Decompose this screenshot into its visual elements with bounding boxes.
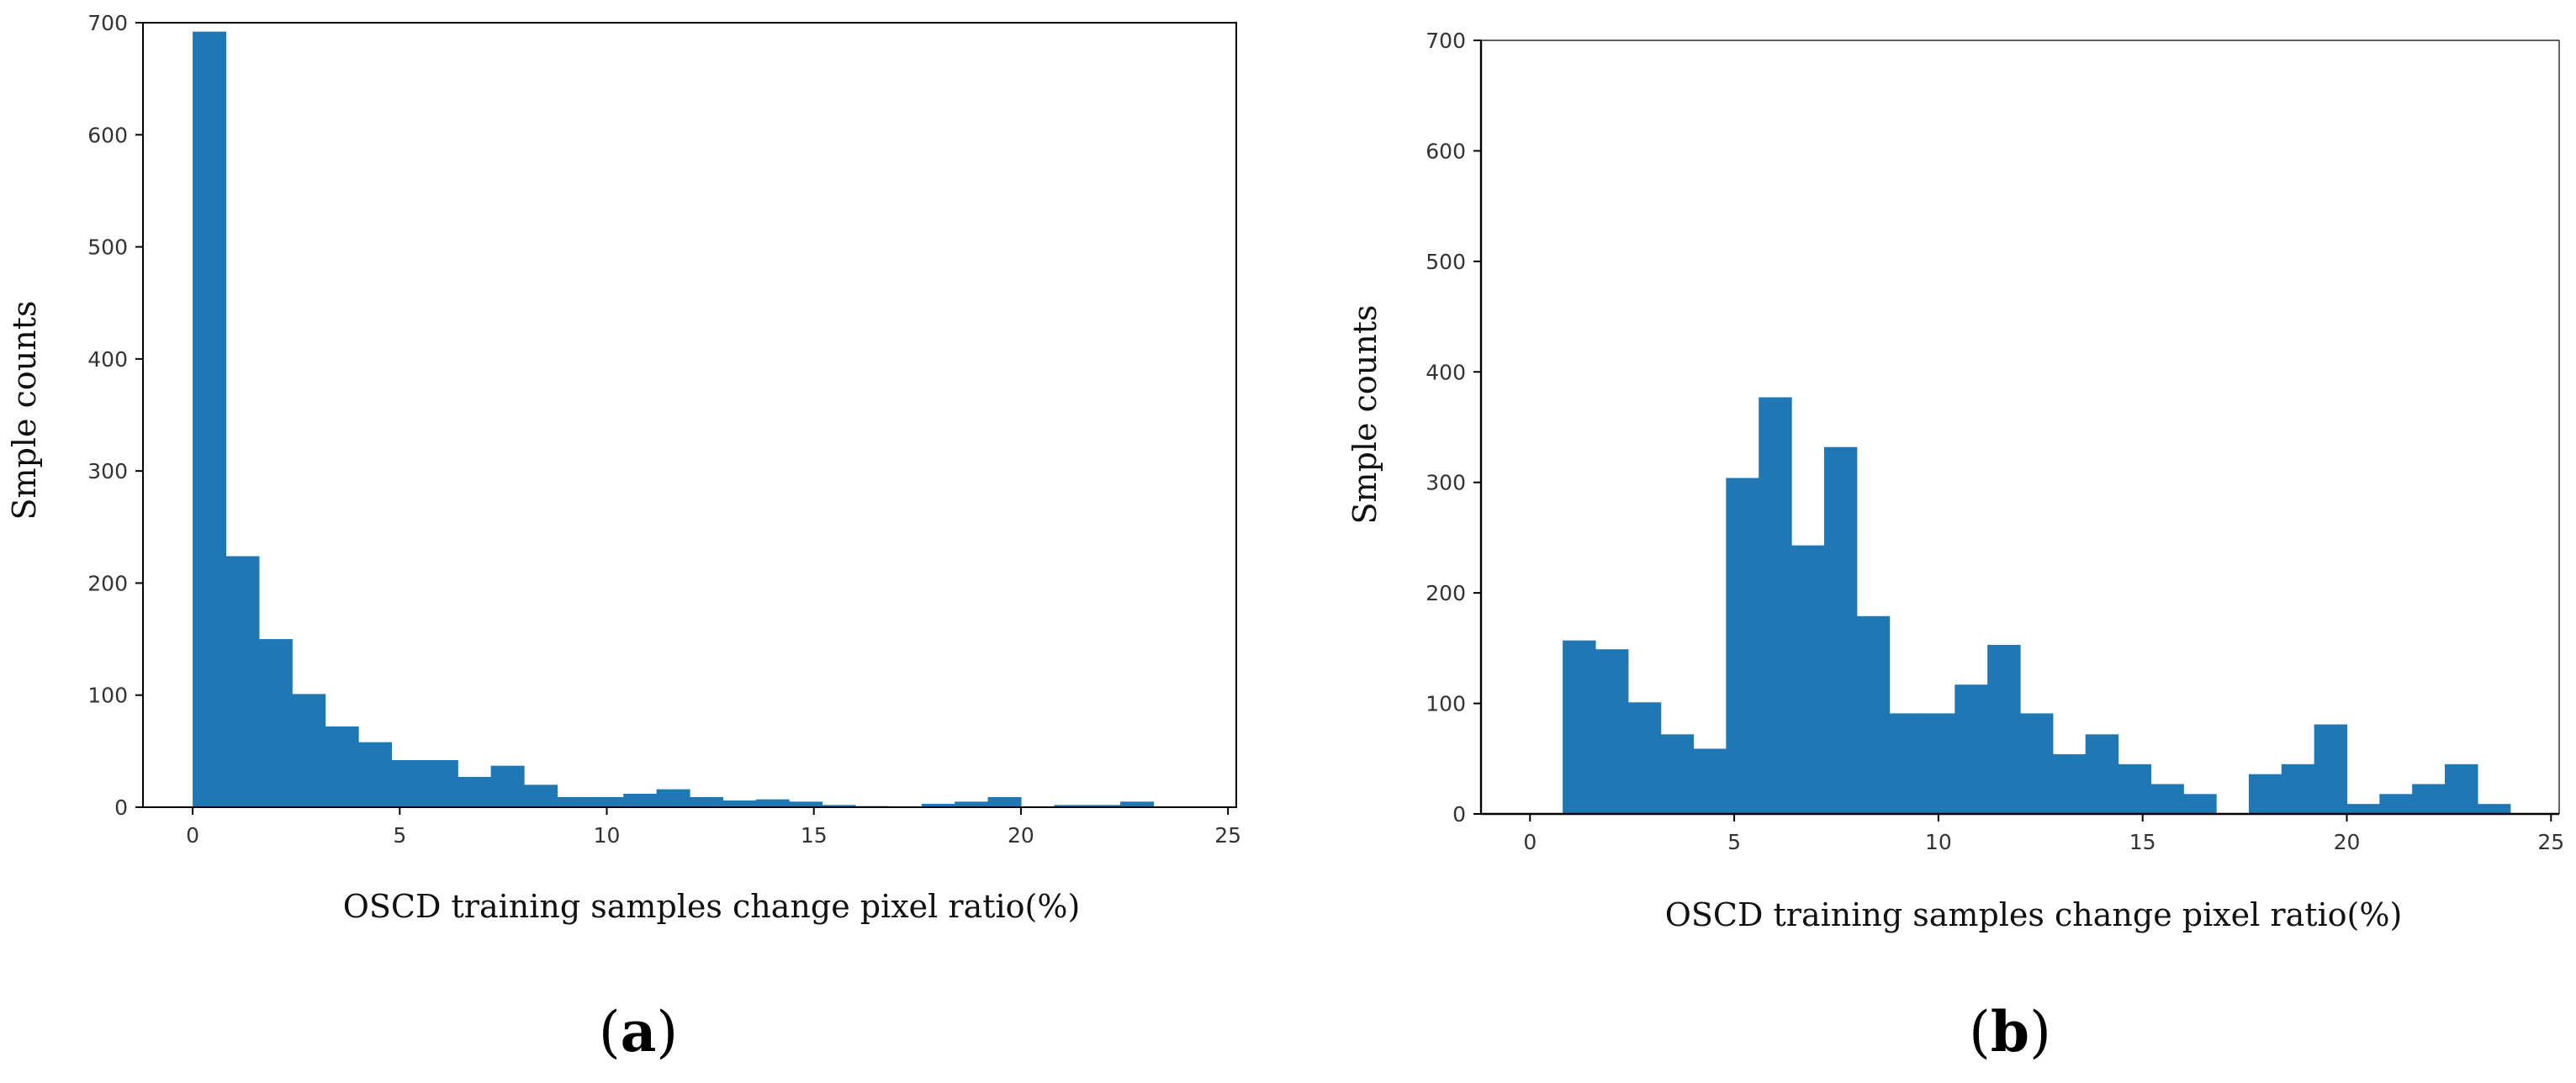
y-tick-label: 100 (1426, 692, 1466, 716)
bar (2314, 724, 2348, 814)
bar (2150, 784, 2184, 814)
y-axis-title: Smple counts (6, 301, 43, 520)
bar (656, 789, 690, 807)
bar (2281, 763, 2315, 814)
bar (1693, 748, 1727, 814)
bar (193, 31, 227, 808)
bar (258, 639, 293, 807)
x-axis-title: OSCD training samples change pixel ratio… (343, 888, 1081, 925)
bar (2085, 734, 2119, 814)
bar (1660, 734, 1695, 814)
y-tick-label: 300 (1426, 471, 1466, 495)
y-tick-label: 200 (87, 571, 128, 595)
panel-caption-a: (a) (599, 999, 678, 1065)
bar (325, 726, 359, 807)
bar (2183, 794, 2217, 814)
panel-a: Smple counts OSCD training samples chang… (6, 11, 1241, 1065)
bar (1954, 684, 1988, 814)
bar (1726, 478, 1759, 814)
bar (2477, 804, 2511, 814)
x-tick-label: 0 (186, 823, 199, 848)
bar (225, 556, 260, 807)
histogram-a: Smple counts OSCD training samples chang… (6, 11, 1241, 1065)
bar (2118, 763, 2151, 814)
bar (524, 785, 558, 807)
bar (391, 760, 426, 807)
plot-frame (142, 22, 1237, 808)
bar (424, 760, 458, 807)
x-tick-label: 10 (1925, 830, 1952, 854)
y-tick-label: 300 (87, 459, 128, 483)
bar (822, 805, 856, 807)
bar (2052, 754, 2087, 814)
y-tick-label: 500 (1426, 250, 1466, 274)
bar (690, 797, 723, 807)
y-tick-label: 400 (1426, 360, 1466, 384)
bar (2412, 784, 2446, 814)
bar (2346, 804, 2380, 814)
bar (1856, 615, 1891, 814)
bar (1889, 713, 1923, 814)
bar (1054, 805, 1088, 807)
y-tick-label: 700 (1426, 29, 1466, 53)
x-tick-label: 20 (2334, 830, 2361, 854)
bar (2020, 713, 2054, 814)
bar (1595, 649, 1629, 814)
bar (2379, 794, 2413, 814)
bar (458, 777, 492, 807)
y-tick-label: 500 (87, 235, 128, 260)
bar (1563, 640, 1596, 814)
bar (1987, 644, 2021, 814)
x-tick-label: 10 (594, 823, 621, 848)
x-tick-label: 5 (393, 823, 406, 848)
y-tick-label: 600 (1426, 139, 1466, 163)
bar (292, 694, 326, 807)
y-tick-label: 0 (1452, 802, 1466, 827)
x-tick-label: 25 (2537, 830, 2564, 854)
bars (193, 31, 1155, 808)
bar (490, 765, 525, 807)
bar (2445, 763, 2478, 814)
y-tick-label: 0 (114, 795, 128, 820)
x-tick-label: 0 (1523, 830, 1537, 854)
y-tick-label: 200 (1426, 581, 1466, 605)
bar (921, 804, 955, 807)
bar (955, 801, 989, 807)
bar (1922, 713, 1955, 814)
bar (1120, 801, 1155, 807)
bar (755, 799, 790, 807)
panel-b: Smple counts OSCD training samples chang… (1288, 0, 2576, 1083)
bar (1087, 805, 1121, 807)
x-tick-label: 20 (1008, 823, 1034, 848)
y-tick-label: 700 (87, 11, 128, 35)
x-tick-label: 15 (801, 823, 828, 848)
bar (2248, 774, 2282, 814)
bar (557, 797, 591, 807)
bar (590, 797, 624, 807)
histogram-b: Smple counts OSCD training samples chang… (1346, 29, 2564, 1065)
y-axis-title: Smple counts (1346, 305, 1383, 525)
bar (358, 742, 393, 807)
y-tick-label: 100 (87, 684, 128, 708)
bar (789, 801, 823, 807)
x-axis-title: OSCD training samples change pixel ratio… (1665, 896, 2403, 933)
bar (1791, 545, 1825, 814)
x-tick-label: 5 (1727, 830, 1741, 854)
bar (1759, 397, 1792, 814)
y-tick-label: 400 (87, 347, 128, 372)
bar (1823, 446, 1858, 814)
panel-caption-b: (b) (1969, 999, 2051, 1065)
bar (623, 794, 658, 807)
x-tick-label: 15 (2129, 830, 2156, 854)
bar (987, 797, 1022, 807)
bars (1563, 397, 2511, 814)
bar (722, 800, 757, 807)
bar (1627, 702, 1662, 814)
y-tick-label: 600 (87, 123, 128, 147)
x-tick-label: 25 (1214, 823, 1241, 848)
